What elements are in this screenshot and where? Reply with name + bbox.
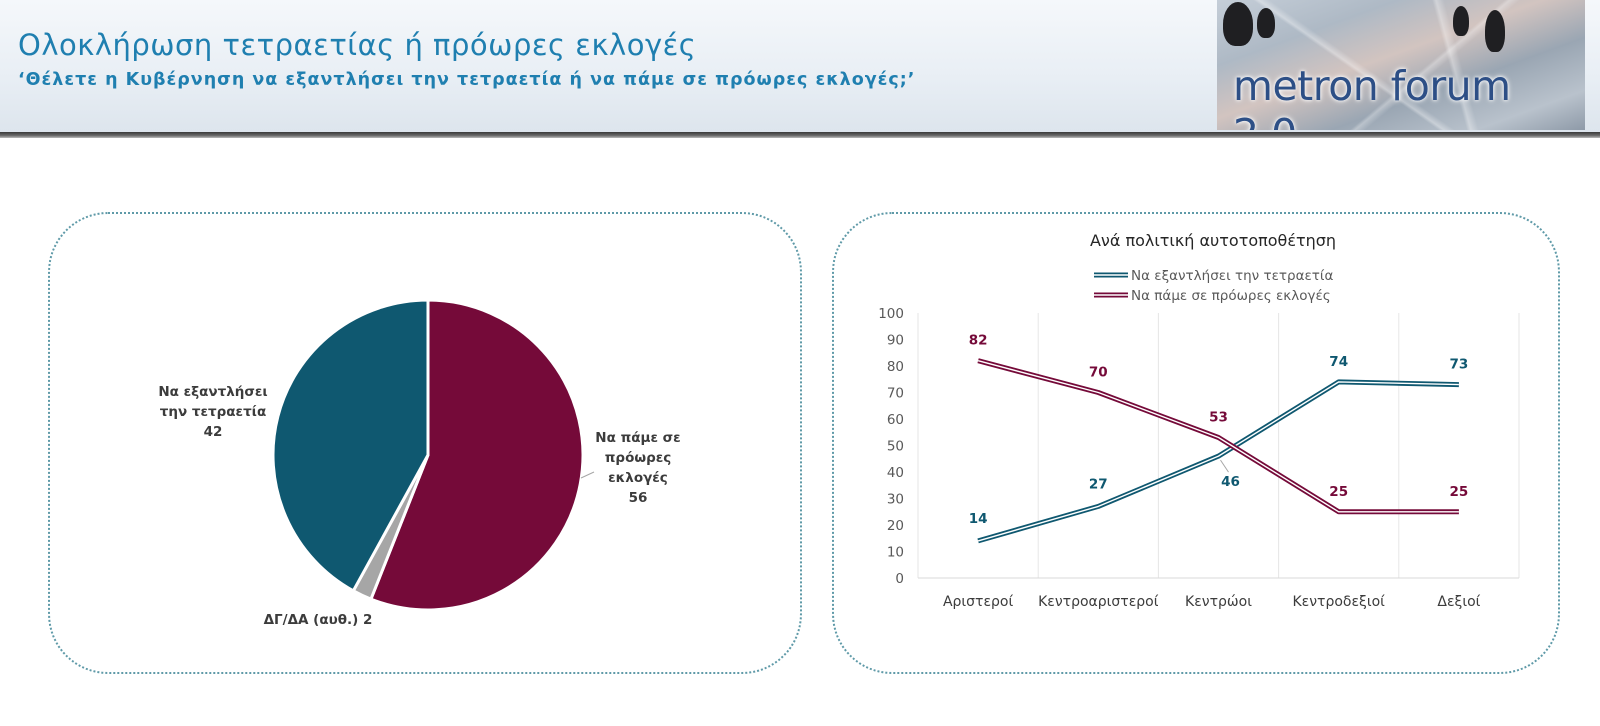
header-divider (0, 132, 1600, 138)
y-tick-label: 100 (878, 306, 904, 322)
y-tick-label: 0 (895, 571, 904, 587)
data-label: 27 (1089, 476, 1108, 492)
data-label: 25 (1450, 484, 1469, 500)
series-line-inner (977, 360, 1459, 513)
pie-slice-label: ΔΓ/ΔΑ (αυθ.) 2 (264, 612, 373, 628)
data-label-leader (1220, 459, 1229, 473)
line-chart-card (832, 212, 1560, 674)
page-title: Ολοκλήρωση τετραετίας ή πρόωρες εκλογές (18, 28, 697, 62)
data-label: 14 (969, 511, 988, 527)
series-line (977, 379, 1459, 544)
y-tick-label: 70 (887, 386, 904, 402)
data-label: 53 (1209, 410, 1228, 426)
x-category-label: Κεντροδεξιοί (1292, 594, 1385, 610)
data-label: 46 (1221, 474, 1240, 490)
data-label: 70 (1089, 365, 1108, 381)
y-tick-label: 10 (887, 545, 904, 561)
y-tick-label: 30 (887, 492, 904, 508)
legend-entry: Να πάμε σε πρόωρες εκλογές (1131, 288, 1331, 304)
pie-slice-label: Να πάμε σε πρόωρες εκλογές 56 (595, 430, 680, 506)
pie-leader-line (580, 471, 595, 479)
data-label: 25 (1329, 484, 1348, 500)
y-tick-label: 60 (887, 412, 904, 428)
y-tick-label: 50 (887, 439, 904, 455)
x-category-label: Κεντρώοι (1185, 594, 1252, 610)
page-header: Ολοκλήρωση τετραετίας ή πρόωρες εκλογές … (0, 0, 1600, 132)
series-line-inner (977, 381, 1459, 542)
data-label: 73 (1450, 357, 1469, 373)
line-chart-title: Ανά πολιτική αυτοτοποθέτηση (1090, 231, 1336, 250)
metron-forum-logo: metron forum 2.0 (1217, 0, 1585, 130)
page-subtitle: ‘Θέλετε η Κυβέρνηση να εξαντλήσει την τε… (18, 70, 916, 90)
y-tick-label: 90 (887, 333, 904, 349)
logo-text: metron forum 2.0 (1233, 62, 1511, 130)
y-tick-label: 80 (887, 359, 904, 375)
x-category-label: Δεξιοί (1437, 594, 1480, 610)
y-tick-label: 20 (887, 518, 904, 534)
pie-slice (271, 298, 430, 593)
pie-slice (369, 298, 585, 612)
data-label: 82 (969, 333, 988, 349)
legend-entry: Να εξαντλήσει την τετραετία (1131, 268, 1333, 284)
x-category-label: Κεντροαριστεροί (1038, 594, 1159, 610)
pie-slice-label: Να εξαντλήσει την τετραετία 42 (158, 384, 267, 440)
data-label: 74 (1329, 354, 1348, 370)
x-category-label: Αριστεροί (943, 594, 1014, 610)
y-tick-label: 40 (887, 465, 904, 481)
